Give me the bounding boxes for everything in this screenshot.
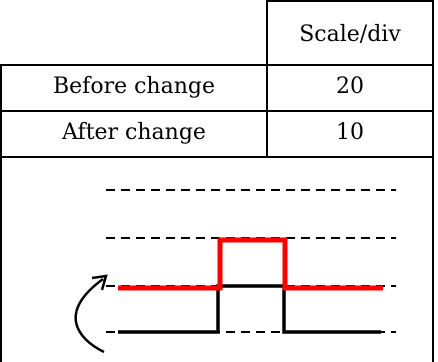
table-border-mid xyxy=(266,0,268,158)
after-change-signal xyxy=(118,284,381,334)
row-label-before-change: Before change xyxy=(53,74,215,99)
table-border-top xyxy=(266,0,434,2)
table-border-left xyxy=(0,64,2,362)
table-border-row3 xyxy=(0,156,434,158)
row-label-after-change: After change xyxy=(62,120,206,145)
before-change-signal xyxy=(118,237,383,291)
row-value-after-change: 10 xyxy=(336,120,364,145)
row-value-before-change: 20 xyxy=(336,74,364,99)
table-border-row2 xyxy=(0,110,434,112)
table-border-right xyxy=(432,0,434,362)
header-scale-per-div: Scale/div xyxy=(299,22,401,47)
curved-arrow-icon xyxy=(74,274,108,354)
table-border-row1 xyxy=(0,64,434,66)
